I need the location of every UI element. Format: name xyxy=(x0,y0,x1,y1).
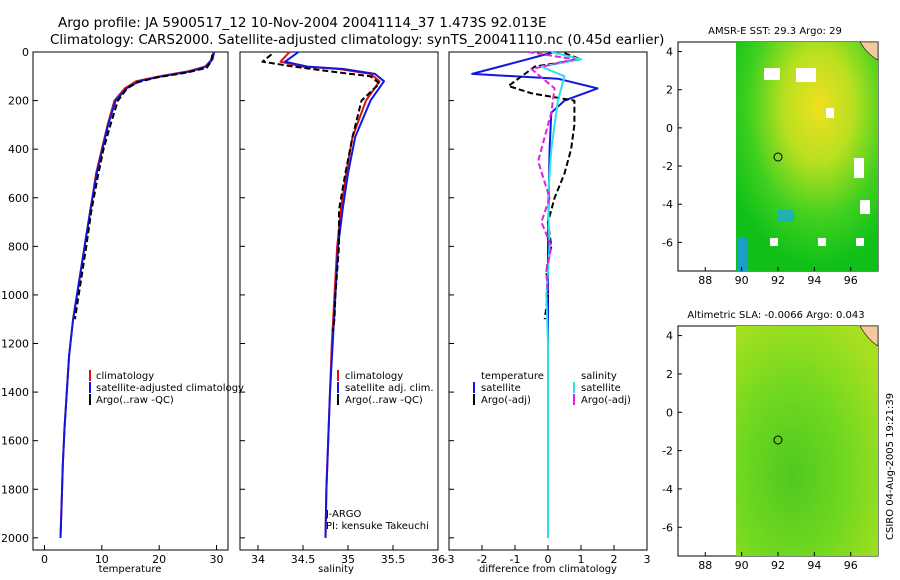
map-x-tick-label: 94 xyxy=(807,274,821,287)
annotation-j-argo: J-ARGO xyxy=(325,509,362,520)
map-y-tick-label: 0 xyxy=(666,122,673,135)
x-tick-label: 35.5 xyxy=(381,553,406,566)
legend-argo: Argo(..raw -QC) xyxy=(96,395,174,406)
y-tick-label: 1000 xyxy=(1,289,29,302)
temperature-xlabel: temperature xyxy=(99,564,162,575)
x-tick-label: 10 xyxy=(95,553,109,566)
legend-satellite-adjusted: satellite-adjusted climatology xyxy=(96,383,244,394)
legend-sal-satellite: satellite xyxy=(581,383,621,394)
y-tick-label: 1200 xyxy=(1,338,29,351)
panel-0-lines xyxy=(59,51,216,538)
x-tick-label: -3 xyxy=(444,553,455,566)
panel-2-lines xyxy=(471,51,599,538)
map-x-tick-label: 90 xyxy=(735,274,749,287)
x-tick-label: 0 xyxy=(545,553,552,566)
salinity-legend: climatology satellite adj. clim. Argo(..… xyxy=(325,370,434,532)
map-axis-ticks: 88 90 92 94 96 -6 -4 -2 0 2 4 88 90 92 94 96 -6 -4 -2 0 2 4 xyxy=(662,46,858,572)
csiro-timestamp: CSIRO 04-Aug-2005 19:21:39 xyxy=(885,393,896,540)
series-climatology xyxy=(279,51,381,538)
y-tick-label: 1400 xyxy=(1,386,29,399)
legend-temp-satellite: satellite xyxy=(481,383,521,394)
legend-satellite-adj: satellite adj. clim. xyxy=(345,383,434,394)
annotation-pi: PI: kensuke Takeuchi xyxy=(326,521,429,532)
map-x-tick-label: 92 xyxy=(771,274,785,287)
sla-map xyxy=(677,325,879,557)
x-tick-label: 0 xyxy=(41,553,48,566)
map-x-tick-label: 88 xyxy=(698,559,712,572)
series-argo-raw-qc- xyxy=(261,53,381,332)
x-tick-label: 3 xyxy=(644,553,651,566)
map-y-tick-label: 2 xyxy=(666,84,673,97)
temperature-panel-frame xyxy=(32,51,229,551)
x-tick-label: 36 xyxy=(431,553,445,566)
legend-temp-argo: Argo(-adj) xyxy=(481,395,531,406)
map-x-tick-label: 96 xyxy=(844,559,858,572)
series-argo-adj- xyxy=(507,52,582,320)
x-tick-label: 35 xyxy=(341,553,355,566)
title-line-2: Climatology: CARS2000. Satellite-adjuste… xyxy=(50,32,664,48)
x-tick-label: 2 xyxy=(611,553,618,566)
y-tick-label: 1800 xyxy=(1,483,29,496)
title-line-1: Argo profile: JA 5900517_12 10-Nov-2004 … xyxy=(58,15,547,31)
sst-argo-location-marker xyxy=(773,152,783,162)
x-tick-label: 1 xyxy=(578,553,585,566)
map-y-tick-label: 2 xyxy=(666,368,673,381)
y-tick-label: 400 xyxy=(8,143,29,156)
legend-sal-argo: Argo(-adj) xyxy=(581,395,631,406)
difference-legend: temperature satellite Argo(-adj) salinit… xyxy=(473,371,631,406)
map-x-tick-label: 94 xyxy=(807,559,821,572)
map-y-tick-label: 4 xyxy=(666,330,673,343)
profile-series xyxy=(59,51,599,538)
map-y-tick-label: -2 xyxy=(662,445,673,458)
x-tick-label: 34 xyxy=(251,553,265,566)
y-tick-label: 1600 xyxy=(1,435,29,448)
series-argo-raw-qc- xyxy=(73,54,214,320)
map-y-tick-label: 4 xyxy=(666,46,673,59)
sst-map xyxy=(677,41,879,272)
axis-ticks: 0 10 20 30020040060080010001200140016001800… xyxy=(1,46,651,566)
y-tick-label: 200 xyxy=(8,95,29,108)
salinity-xlabel: salinity xyxy=(318,564,354,575)
salinity-panel-frame xyxy=(239,51,439,551)
y-tick-label: 600 xyxy=(8,192,29,205)
sst-map-title: AMSR-E SST: 29.3 Argo: 29 xyxy=(708,26,842,37)
legend-argo: Argo(..raw -QC) xyxy=(345,395,423,406)
map-x-tick-label: 88 xyxy=(698,274,712,287)
y-tick-label: 0 xyxy=(22,46,29,59)
map-x-tick-label: 90 xyxy=(735,559,749,572)
x-tick-label: 20 xyxy=(152,553,166,566)
legend-salinity-header: salinity xyxy=(581,371,617,382)
difference-xlabel: difference from climatology xyxy=(479,564,617,575)
series-salinity-argo-adj- xyxy=(528,51,576,295)
map-x-tick-label: 92 xyxy=(771,559,785,572)
series-climatology xyxy=(59,51,215,538)
map-x-tick-label: 96 xyxy=(844,274,858,287)
x-tick-label: -1 xyxy=(510,553,521,566)
legend-climatology: climatology xyxy=(96,371,154,382)
series-salinity-satellite xyxy=(540,51,582,538)
x-tick-label: -2 xyxy=(477,553,488,566)
temperature-legend: climatology satellite-adjusted climatolo… xyxy=(89,370,244,406)
legend-climatology: climatology xyxy=(345,371,403,382)
map-y-tick-label: -4 xyxy=(662,483,673,496)
map-y-tick-label: -6 xyxy=(662,236,673,249)
legend-temperature-header: temperature xyxy=(481,371,544,382)
x-tick-label: 30 xyxy=(210,553,224,566)
y-tick-label: 800 xyxy=(8,240,29,253)
series-satellite xyxy=(471,51,599,538)
map-y-tick-label: -2 xyxy=(662,160,673,173)
map-y-tick-label: 0 xyxy=(666,406,673,419)
sla-map-title: Altimetric SLA: -0.0066 Argo: 0.043 xyxy=(687,310,864,321)
x-tick-label: 34.5 xyxy=(291,553,316,566)
map-y-tick-label: -6 xyxy=(662,521,673,534)
series-satellite-adjusted-climatology xyxy=(59,51,216,538)
sla-argo-location-marker xyxy=(773,435,783,445)
panel-1-lines xyxy=(261,51,385,538)
map-y-tick-label: -4 xyxy=(662,198,673,211)
y-tick-label: 2000 xyxy=(1,532,29,545)
series-satellite-adj-clim- xyxy=(284,51,385,538)
